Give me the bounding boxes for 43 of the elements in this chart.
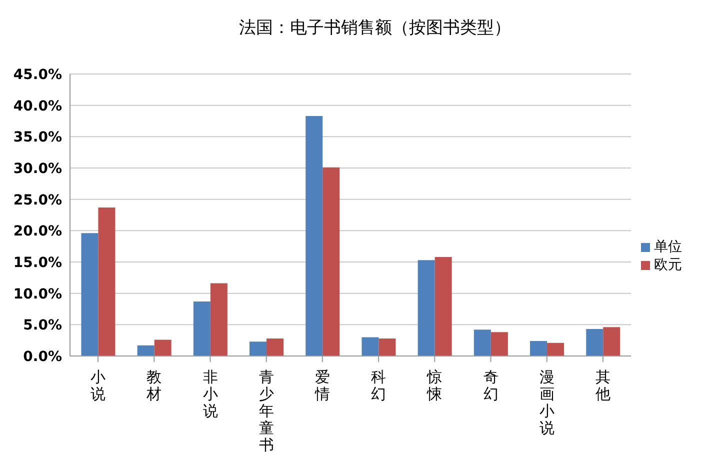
bar xyxy=(547,342,564,356)
bar xyxy=(418,260,435,356)
y-tick-label: 40.0% xyxy=(13,98,62,114)
y-tick-label: 5.0% xyxy=(23,318,62,334)
x-tick-label: 惊悚 xyxy=(426,368,442,403)
y-tick-label: 45.0% xyxy=(13,66,62,83)
bar xyxy=(137,345,154,356)
bar xyxy=(434,256,452,356)
bar xyxy=(603,327,620,356)
y-tick-label: 20.0% xyxy=(13,224,62,240)
y-tick-label: 25.0% xyxy=(13,192,62,208)
x-tick-label: 非小说 xyxy=(202,368,218,420)
bar xyxy=(266,338,284,356)
x-tick-label: 教材 xyxy=(146,368,162,403)
bar xyxy=(81,233,98,356)
bar xyxy=(98,207,116,356)
bar xyxy=(362,337,379,356)
x-tick-label: 青少年童书 xyxy=(258,368,274,454)
bar xyxy=(322,167,340,356)
y-tick-label: 0.0% xyxy=(23,348,62,365)
x-tick-label: 爱情 xyxy=(314,368,330,403)
y-tick-label: 35.0% xyxy=(13,130,62,146)
x-tick-label: 小说 xyxy=(90,368,106,403)
x-tick-label: 漫画小说 xyxy=(539,368,554,437)
chart-title: 法国：电子书销售额（按图书类型） xyxy=(238,17,512,40)
x-tick-label: 其他 xyxy=(595,368,610,403)
y-tick-label: 15.0% xyxy=(13,254,62,271)
bar xyxy=(378,338,396,356)
bar xyxy=(474,330,491,356)
bar xyxy=(193,301,210,356)
bar xyxy=(154,340,172,356)
x-tick-label: 奇幻 xyxy=(483,368,498,403)
y-tick-label: 30.0% xyxy=(13,160,62,177)
y-tick-label: 10.0% xyxy=(13,286,62,302)
bar xyxy=(210,283,228,356)
bar xyxy=(490,332,508,356)
bar xyxy=(586,329,604,356)
legend-label: 单位 xyxy=(654,239,682,255)
bar xyxy=(250,342,267,356)
bar xyxy=(530,340,548,356)
x-tick-label: 科幻 xyxy=(371,368,386,403)
bar xyxy=(306,116,323,356)
legend-label: 欧元 xyxy=(654,257,682,273)
